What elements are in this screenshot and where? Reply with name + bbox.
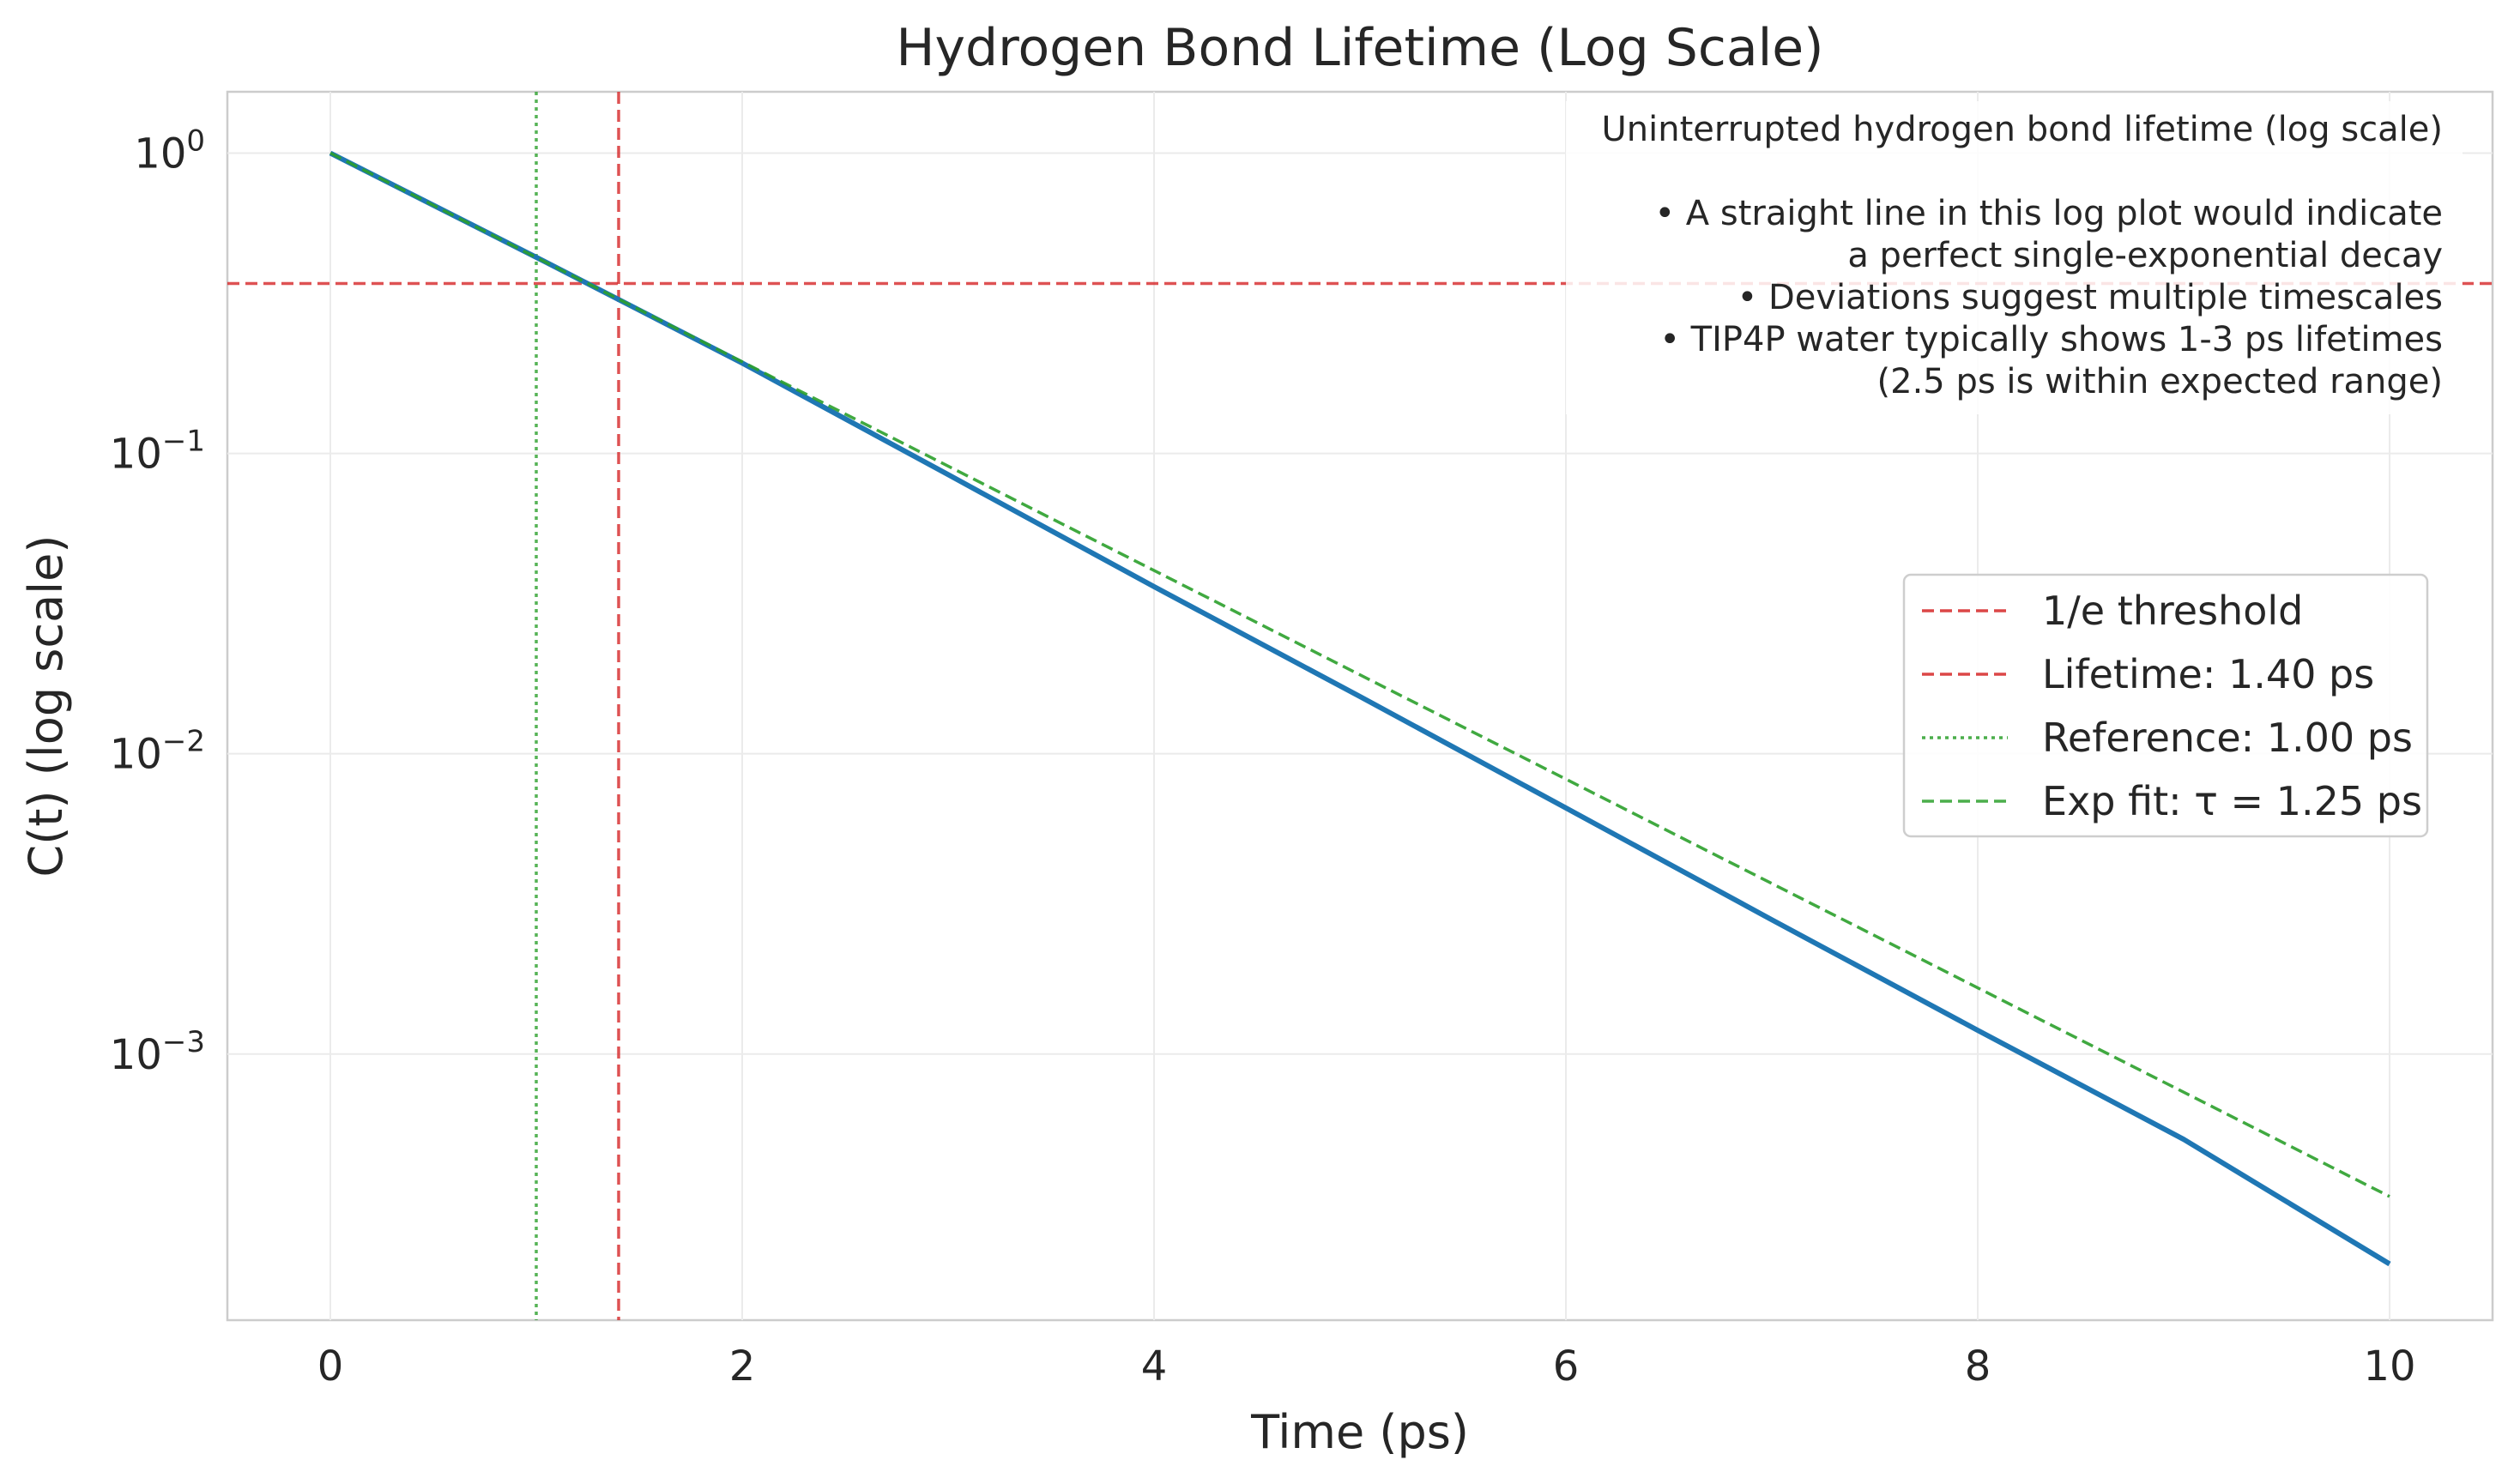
legend-box xyxy=(1902,573,2429,838)
x-tick-label: 0 xyxy=(317,1342,344,1390)
plot-lines xyxy=(227,92,2493,1320)
legend-label: Reference: 1.00 ps xyxy=(2042,715,2413,761)
y-tick-label: 10−2 xyxy=(110,725,205,779)
x-tick-label: 4 xyxy=(1141,1342,1168,1390)
annotation-line: a perfect single-exponential decay xyxy=(1847,236,2443,275)
x-tick-label: 2 xyxy=(729,1342,756,1390)
y-tick-label: 100 xyxy=(134,124,205,178)
legend-label: 1/e threshold xyxy=(2042,588,2303,634)
chart-title: Hydrogen Bond Lifetime (Log Scale) xyxy=(896,18,1823,78)
annotation-box: Uninterrupted hydrogen bond lifetime (lo… xyxy=(1566,101,2463,414)
y-tick-label: 10−3 xyxy=(110,1025,205,1079)
legend: 1/e threshold Lifetime: 1.40 ps Reference:… xyxy=(1902,573,2429,838)
x-tick-label: 10 xyxy=(2363,1342,2415,1390)
annotation-background xyxy=(1566,101,2463,414)
annotation-line: • A straight line in this log plot would… xyxy=(1655,194,2444,233)
annotation-line: Uninterrupted hydrogen bond lifetime (lo… xyxy=(1601,110,2443,149)
y-tick-labels: 100 10−1 10−2 10−3 xyxy=(110,124,205,1078)
legend-label: Exp fit: τ = 1.25 ps xyxy=(2042,778,2422,824)
y-tick-label: 10−1 xyxy=(110,425,205,479)
legend-label: Lifetime: 1.40 ps xyxy=(2042,651,2374,697)
y-axis-label: C(t) (log scale) xyxy=(19,535,73,878)
annotation-line: (2.5 ps is within expected range) xyxy=(1877,362,2443,401)
x-tick-labels: 0 2 4 6 8 10 xyxy=(317,1342,2416,1390)
annotation-line: • TIP4P water typically shows 1-3 ps lif… xyxy=(1659,320,2443,359)
x-tick-label: 8 xyxy=(1965,1342,1991,1390)
x-axis-label: Time (ps) xyxy=(1250,1405,1469,1459)
annotation-line: • Deviations suggest multiple timescales xyxy=(1737,278,2443,317)
fit-line xyxy=(329,151,2390,1198)
x-tick-label: 6 xyxy=(1553,1342,1580,1390)
